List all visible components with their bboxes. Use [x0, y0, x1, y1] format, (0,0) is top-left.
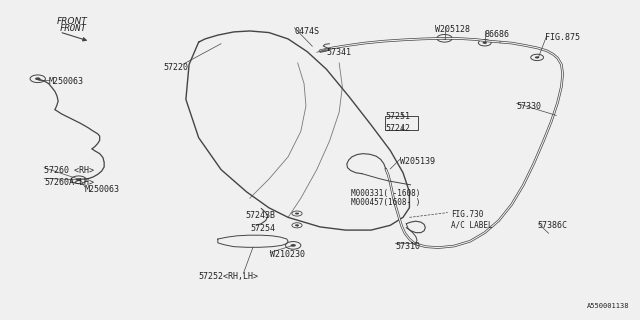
- Text: W205128: W205128: [435, 25, 470, 34]
- Text: FIG.875: FIG.875: [545, 33, 580, 42]
- Text: 57386C: 57386C: [537, 220, 567, 229]
- Circle shape: [295, 212, 299, 214]
- Circle shape: [442, 37, 447, 40]
- Text: FIG.730
A/C LABEL: FIG.730 A/C LABEL: [451, 210, 493, 230]
- Text: 57251: 57251: [385, 112, 410, 121]
- Text: W210230: W210230: [270, 250, 305, 259]
- Text: 57341: 57341: [326, 48, 351, 57]
- Text: A550001138: A550001138: [588, 303, 630, 309]
- Circle shape: [291, 244, 296, 247]
- Text: W205139: W205139: [400, 157, 435, 166]
- Text: FRONT: FRONT: [56, 17, 87, 26]
- Text: 57252<RH,LH>: 57252<RH,LH>: [198, 271, 259, 281]
- Text: 57243B: 57243B: [245, 211, 275, 220]
- Circle shape: [35, 77, 40, 80]
- Text: 86686: 86686: [484, 30, 510, 39]
- Text: 57330: 57330: [516, 102, 541, 111]
- Text: 57260A<LH>: 57260A<LH>: [44, 178, 94, 187]
- Text: 57220: 57220: [164, 63, 189, 72]
- Text: 57260 <RH>: 57260 <RH>: [44, 166, 94, 175]
- Text: 57310: 57310: [396, 242, 420, 251]
- Text: M000457(1608- ): M000457(1608- ): [351, 198, 420, 207]
- Text: M250063: M250063: [49, 77, 84, 86]
- Text: 57242: 57242: [385, 124, 410, 133]
- Text: M000331( -1608): M000331( -1608): [351, 189, 420, 198]
- Circle shape: [483, 42, 487, 44]
- Circle shape: [295, 224, 299, 226]
- Circle shape: [535, 56, 540, 59]
- Text: 57254: 57254: [250, 224, 275, 233]
- Circle shape: [76, 179, 81, 181]
- Text: FRONT: FRONT: [60, 24, 86, 33]
- Bar: [385, 116, 419, 130]
- Text: 0474S: 0474S: [294, 27, 319, 36]
- Text: M250063: M250063: [85, 186, 120, 195]
